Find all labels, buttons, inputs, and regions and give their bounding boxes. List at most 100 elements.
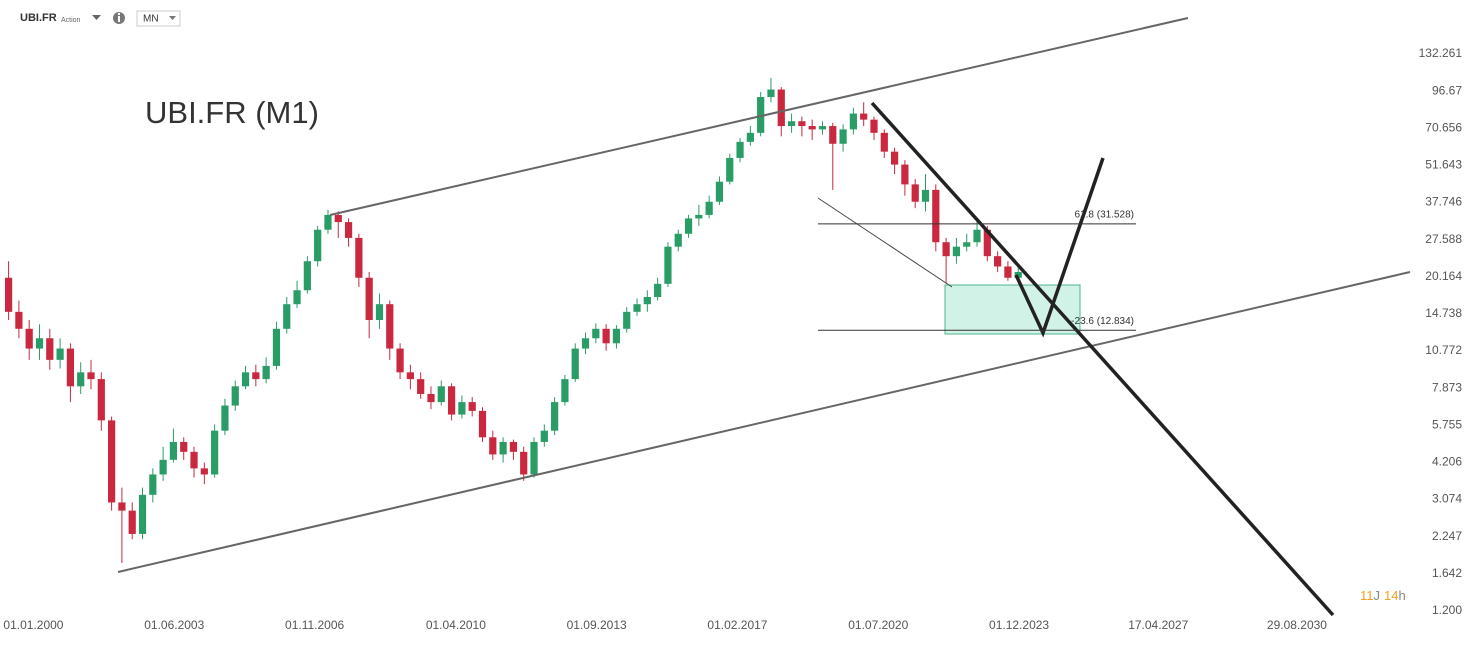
candle-body [241,372,250,387]
candle-body [200,468,208,475]
countdown-part: 14 [1384,588,1398,603]
timeframe-dropdown [169,16,176,20]
candle-body [664,246,672,284]
candle-body [509,441,518,452]
candle-body [829,126,837,144]
candle-body [447,386,456,415]
candle-body [963,242,971,247]
candle-body [973,229,981,243]
candle-body [890,151,899,165]
y-tick-label: 37.746 [1425,195,1462,209]
candle-body [808,126,816,130]
candle-body [97,379,105,421]
candle-body [303,261,311,291]
timeframe: MN [143,14,159,25]
candle-body [87,372,95,380]
candle-body [272,328,281,366]
candle-body [901,164,909,185]
candle-body [983,229,991,257]
candle-body [283,304,291,329]
candle-body [386,304,394,349]
candle-body [489,437,497,455]
candle-body [138,494,147,534]
candle-body [839,129,847,144]
candle-body [4,277,13,312]
y-tick-label: 27.588 [1425,232,1462,246]
candle-body [396,348,404,373]
symbol[interactable]: UBI.FR [20,12,57,24]
y-tick-label: 3.074 [1432,492,1462,506]
candle-body [757,97,765,133]
channel-lower [117,271,1411,573]
candle-body [684,218,693,234]
candle-body [499,441,507,455]
candle-body [190,451,198,469]
candle-body [1014,271,1022,278]
info-icon-dot [118,13,120,15]
y-tick-label: 1.642 [1432,566,1462,580]
candle-body [849,113,857,130]
y-tick-label: 1.200 [1432,603,1462,617]
candle-body [221,405,229,431]
candle-body [705,201,713,215]
candle-body [520,451,528,475]
instrument-kind: Action [61,17,81,24]
candle-body [334,214,342,223]
x-tick-label: 01.02.2017 [707,618,767,632]
trend-projection [870,101,1335,617]
x-tick-label: 01.06.2003 [144,618,204,632]
candle-body [478,410,487,438]
candle-body [252,372,260,380]
candle-body [654,283,662,298]
candle-body [695,214,703,219]
candle-body [561,379,569,403]
candle-body [262,365,270,380]
candle-body [633,304,641,312]
candle-body [15,311,23,329]
info-icon-glyph [118,16,120,22]
y-tick-label: 51.643 [1425,158,1462,172]
candle-body [994,256,1002,267]
countdown: 11J 14h [1360,588,1406,603]
candle-body [736,141,744,158]
symbol-dropdown[interactable] [92,15,101,20]
timeframe-select[interactable] [136,10,181,27]
candle-body [612,328,621,344]
candle-body [468,402,476,411]
candle-body [118,502,126,511]
candle-body [180,441,188,452]
candle-body [231,386,239,406]
candle-body [798,121,806,127]
x-tick-label: 29.08.2030 [1267,618,1327,632]
x-tick-label: 01.01.2000 [3,618,63,632]
candle-body [746,132,754,142]
candle-body [46,338,54,360]
candle-body [149,474,157,495]
x-tick-label: 17.04.2027 [1128,618,1188,632]
candle-body [818,126,827,130]
candle-body [77,372,85,387]
candle-body [911,184,919,202]
fib-level-label: -23.6 (12.834) [1071,316,1134,327]
y-tick-label: 14.738 [1425,306,1462,320]
candle-body [880,132,888,152]
candle-body [952,246,961,257]
candle-body [787,121,796,127]
candle-body [581,338,590,349]
candle-body [530,441,538,475]
fib-level-label: 61.8 (31.528) [1075,209,1135,220]
candle-body [602,328,610,344]
fib-trend-line [817,197,953,288]
channel-upper [329,17,1189,216]
candle-body [540,430,548,442]
candle-body [375,304,384,321]
y-tick-label: 7.873 [1432,380,1462,394]
candle-body [355,237,363,278]
candle-body [571,348,579,380]
candle-body [726,157,734,182]
x-tick-label: 01.07.2020 [848,618,908,632]
candle-body [128,510,136,534]
candle-body [437,386,445,403]
candle-body [169,441,178,460]
